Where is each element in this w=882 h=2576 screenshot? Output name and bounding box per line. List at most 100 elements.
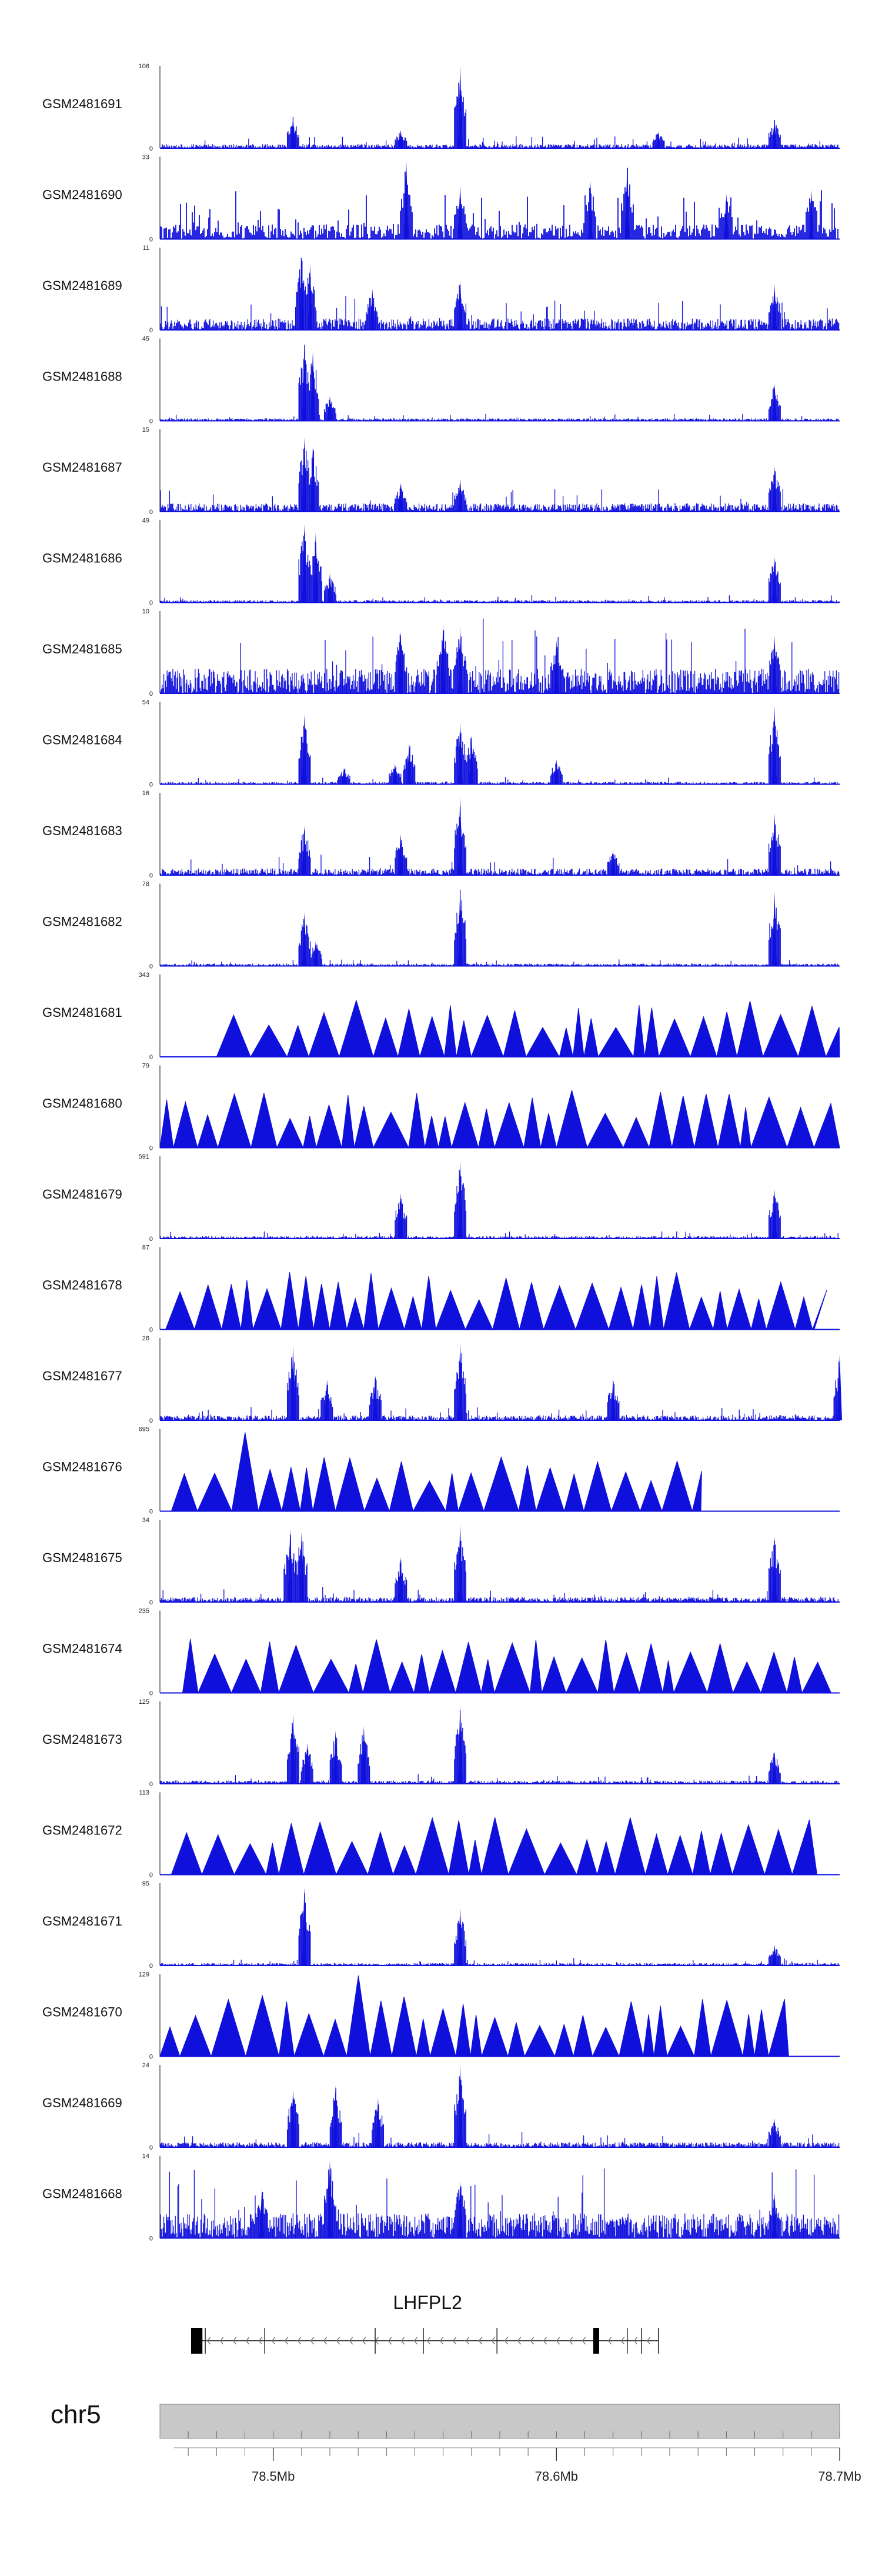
strand-chevron	[556, 2337, 560, 2345]
strand-chevron	[362, 2337, 366, 2345]
track-peak	[457, 1342, 463, 1420]
track-ymax-label: 695	[139, 1426, 149, 1433]
gene-model: LHFPL2	[191, 2292, 659, 2354]
track-peak	[772, 1945, 777, 1966]
track-peak	[772, 1751, 777, 1784]
strand-chevron	[620, 2337, 625, 2345]
track-peak	[772, 813, 777, 875]
track-zero-label: 0	[149, 2235, 153, 2243]
track-label: GSM2481672	[42, 1823, 122, 1838]
track-ymax-label: 54	[142, 699, 149, 706]
gene-exon	[593, 2328, 599, 2354]
track-peak	[373, 1375, 378, 1420]
track-GSM2481688: GSM2481688 45 0	[42, 336, 840, 425]
axis-tick-label: 78.5Mb	[252, 2469, 295, 2484]
track-GSM2481685: GSM2481685 10 0	[42, 608, 840, 698]
strand-chevron	[258, 2337, 263, 2345]
strand-chevron	[582, 2337, 586, 2345]
track-peak	[457, 185, 463, 239]
track-peak	[302, 1887, 307, 1966]
track-label: GSM2481674	[42, 1641, 122, 1656]
track-zero-label: 0	[149, 600, 153, 607]
track-peak	[325, 1379, 330, 1420]
track-label: GSM2481684	[42, 733, 122, 748]
track-signal	[160, 81, 840, 148]
track-label: GSM2481676	[42, 1460, 122, 1474]
track-signal	[160, 806, 840, 875]
track-signal	[159, 1975, 789, 2058]
chromosome-axis: chr5 78.5Mb 78.6Mb 78.7Mb	[51, 2400, 861, 2484]
track-peak	[469, 735, 474, 785]
track-zero-label: 0	[149, 1690, 153, 1697]
strand-chevron	[400, 2337, 405, 2345]
track-peak	[772, 466, 777, 512]
track-peak	[406, 743, 412, 785]
track-peak	[398, 1193, 403, 1239]
track-GSM2481672: GSM2481672 113 0	[42, 1790, 840, 1879]
track-peak	[656, 132, 661, 148]
track-label: GSM2481670	[42, 2005, 122, 2020]
track-ymax-label: 106	[139, 63, 149, 70]
track-GSM2481689: GSM2481689 11 0	[42, 245, 840, 334]
track-peak	[610, 1379, 616, 1420]
strand-chevron	[504, 2337, 509, 2345]
track-peak	[457, 1706, 463, 1784]
track-peak	[457, 887, 463, 966]
track-label: GSM2481688	[42, 369, 122, 384]
strand-chevron	[310, 2337, 315, 2345]
track-zero-label: 0	[149, 1963, 153, 1970]
strand-chevron	[232, 2337, 237, 2345]
track-GSM2481668: GSM2481668 14 0	[42, 2153, 840, 2243]
track-peak	[457, 1908, 463, 1966]
track-peak	[310, 446, 316, 512]
track-ymax-label: 129	[139, 1971, 149, 1978]
track-GSM2481686: GSM2481686 49 0	[42, 518, 840, 607]
track-peak	[290, 2090, 296, 2147]
track-zero-label: 0	[149, 1236, 153, 1243]
track-ymax-label: 113	[139, 1790, 149, 1797]
track-peak	[310, 351, 316, 421]
track-peak	[772, 2193, 777, 2238]
track-peak	[313, 532, 318, 603]
track-GSM2481682: GSM2481682 78 0	[42, 881, 840, 970]
track-peak	[398, 632, 403, 693]
track-peak	[302, 714, 307, 785]
track-zero-label: 0	[149, 1509, 153, 1516]
track-peak	[305, 1743, 310, 1784]
track-peak	[772, 892, 777, 966]
track-GSM2481673: GSM2481673 125 0	[42, 1699, 840, 1788]
track-signal	[160, 2168, 840, 2238]
track-peak	[457, 66, 463, 148]
track-peak	[610, 850, 616, 875]
track-peak	[440, 623, 446, 693]
strand-chevron	[336, 2337, 340, 2345]
track-GSM2481684: GSM2481684 54 0	[42, 699, 840, 789]
track-peak	[772, 1189, 777, 1239]
track-peak	[302, 342, 307, 421]
strand-chevron	[491, 2337, 496, 2345]
strand-chevron	[478, 2337, 483, 2345]
track-signal	[165, 1272, 827, 1331]
strand-chevron	[206, 2337, 211, 2345]
track-peak	[724, 193, 729, 239]
track-ymax-label: 11	[143, 245, 149, 252]
track-signal	[171, 1432, 702, 1513]
strand-chevron	[465, 2337, 470, 2345]
track-zero-label: 0	[149, 1417, 153, 1424]
track-peak	[772, 285, 777, 330]
track-ymax-label: 33	[142, 154, 149, 161]
track-zero-label: 0	[149, 236, 153, 243]
track-label: GSM2481668	[42, 2187, 122, 2201]
track-label: GSM2481678	[42, 1278, 122, 1293]
track-peak	[398, 834, 403, 875]
track-label: GSM2481689	[42, 278, 122, 293]
track-signal	[160, 2076, 840, 2147]
track-GSM2481680: GSM2481680 79 0	[42, 1063, 840, 1152]
track-label: GSM2481686	[42, 551, 122, 566]
track-ymax-label: 16	[142, 790, 149, 797]
strand-chevron	[323, 2337, 328, 2345]
strand-chevron	[543, 2337, 547, 2345]
track-zero-label: 0	[149, 1781, 153, 1788]
track-label: GSM2481675	[42, 1550, 122, 1565]
